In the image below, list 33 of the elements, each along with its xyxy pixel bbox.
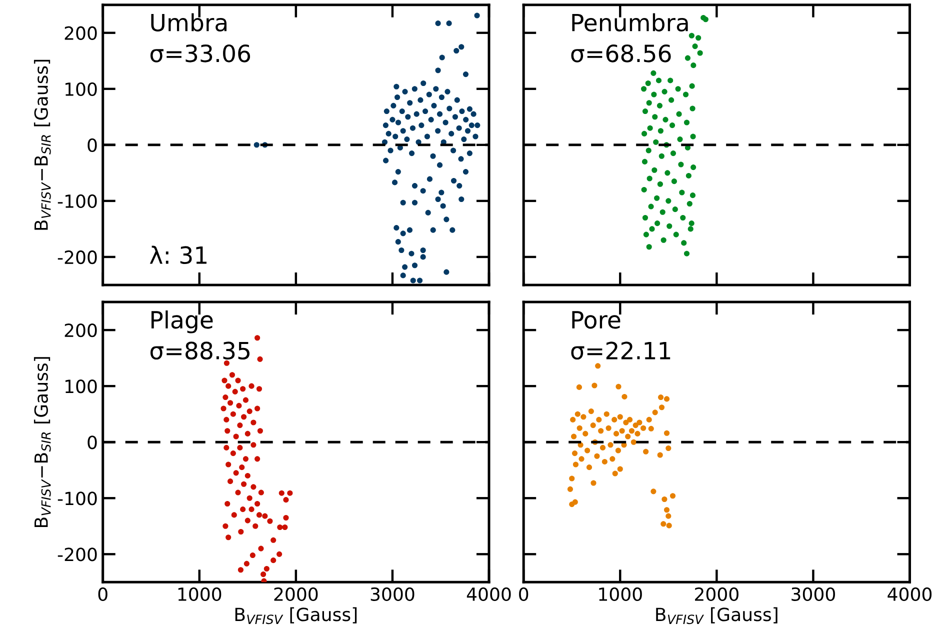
annotation: λ: 31: [150, 246, 206, 264]
y-axis-title: B$_{VFISV}$−B$_{SIR}$ [Gauss]: [34, 357, 51, 527]
x-axis-title: B$_{VFISV}$ [Gauss]: [656, 607, 778, 624]
x-tick-label: 1000: [178, 587, 222, 602]
annotation: σ=68.56: [571, 44, 671, 62]
y-tick-label: -200: [58, 548, 97, 562]
x-tick-label: 4000: [888, 587, 932, 602]
x-axis-title: B$_{VFISV}$ [Gauss]: [235, 607, 357, 624]
y-tick-label: 0: [88, 138, 97, 152]
y-tick-label: 100: [66, 380, 97, 394]
x-tick-label: 3000: [370, 587, 414, 602]
x-tick-label: 0: [98, 587, 108, 602]
x-tick-label: 2000: [695, 587, 738, 602]
x-tick-label: 1000: [599, 587, 642, 602]
y-tick-label: 100: [66, 82, 97, 96]
y-tick-label: -200: [58, 250, 97, 264]
x-tick-label: 3000: [792, 587, 835, 602]
annotation: Penumbra: [572, 13, 688, 32]
x-tick-label: 4000: [466, 587, 511, 602]
annotation: Pore: [572, 311, 620, 329]
x-tick-label: 2000: [274, 587, 318, 602]
annotation: σ=88.35: [150, 342, 250, 360]
annotation: Plage: [152, 310, 213, 334]
annotation: σ=33.06: [150, 44, 250, 62]
y-axis-title: B$_{VFISV}$−B$_{SIR}$ [Gauss]: [34, 60, 51, 230]
y-tick-label: -100: [58, 492, 97, 506]
y-tick-label: -100: [58, 194, 97, 208]
y-tick-label: 200: [64, 26, 97, 40]
x-tick-label: 0: [519, 587, 528, 602]
annotation: Umbra: [151, 13, 226, 32]
y-tick-label: 200: [64, 324, 97, 338]
annotation: σ=22.11: [571, 342, 670, 360]
y-tick-label: 0: [88, 436, 97, 450]
